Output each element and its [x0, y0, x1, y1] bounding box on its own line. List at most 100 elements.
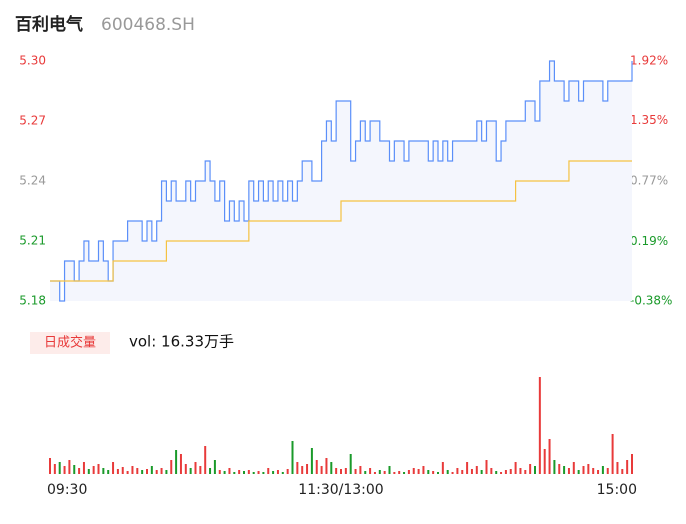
volume-bar — [68, 460, 71, 474]
volume-bar — [58, 462, 61, 474]
volume-bar — [175, 450, 178, 474]
volume-bar — [364, 471, 367, 474]
volume-bar — [165, 470, 168, 474]
volume-bar — [470, 469, 473, 474]
y2-tick-label: 1.35% — [630, 113, 668, 127]
volume-bar — [393, 472, 396, 474]
y-tick-label: 5.30 — [19, 54, 46, 68]
y2-tick-label: 1.92% — [630, 54, 668, 68]
volume-bar — [558, 464, 561, 474]
volume-bar — [102, 468, 105, 474]
volume-bar — [87, 469, 90, 474]
volume-bar — [514, 462, 517, 474]
x-tick-label: 09:30 — [47, 482, 87, 498]
volume-bar — [233, 472, 236, 474]
volume-bar — [49, 458, 51, 474]
volume-bar — [160, 468, 163, 474]
volume-bar — [611, 434, 614, 474]
volume-bar — [340, 469, 342, 474]
volume-bar — [78, 468, 81, 474]
y2-tick-label: -0.38% — [630, 294, 672, 308]
volume-bar — [524, 470, 527, 474]
volume-bar — [131, 466, 134, 474]
volume-bar — [621, 469, 624, 474]
volume-bar — [141, 470, 144, 474]
stock-name: 百利电气 — [15, 14, 83, 35]
volume-bar — [238, 470, 241, 474]
volume-label-bg — [30, 332, 110, 354]
volume-bar — [456, 468, 459, 474]
volume-bar — [262, 472, 265, 474]
volume-bar — [276, 470, 279, 474]
volume-bar — [592, 468, 595, 474]
volume-bar — [213, 460, 216, 474]
volume-bar — [504, 470, 507, 474]
volume-bar — [509, 469, 512, 474]
volume-bar — [383, 471, 386, 474]
volume-bar — [228, 468, 231, 474]
stock-code: 600468.SH — [101, 15, 195, 35]
volume-bar — [218, 470, 221, 474]
volume-bar — [150, 466, 153, 474]
volume-bar — [257, 471, 260, 474]
volume-bar — [359, 466, 362, 474]
volume-bar — [92, 466, 95, 474]
volume-bar — [179, 454, 182, 474]
volume-bar — [500, 472, 503, 474]
volume-bar — [223, 471, 226, 474]
volume-bar — [281, 472, 284, 474]
volume-bar — [204, 446, 207, 474]
volume-bar — [373, 472, 376, 474]
volume-bar — [601, 466, 604, 474]
volume-bar — [82, 462, 85, 474]
volume-bar — [209, 468, 212, 474]
volume-bar — [63, 466, 66, 474]
y-tick-label: 5.27 — [19, 114, 46, 128]
volume-bar — [112, 462, 115, 474]
price-line — [50, 60, 633, 302]
volume-bar — [403, 472, 406, 474]
volume-bar — [567, 468, 570, 474]
volume-bar — [116, 469, 119, 474]
volume-bar — [199, 466, 202, 474]
volume-label: 日成交量 — [44, 335, 96, 351]
volume-bar — [412, 468, 415, 474]
volume-bar — [325, 458, 328, 474]
volume-bar — [286, 469, 289, 474]
volume-bar — [369, 468, 372, 474]
volume-bar — [553, 460, 556, 474]
volume-bar — [417, 469, 420, 474]
x-tick-label: 15:00 — [597, 482, 637, 498]
volume-bar — [441, 462, 444, 474]
volume-bar — [519, 468, 522, 474]
y-tick-label: 5.24 — [19, 174, 46, 188]
volume-bar — [136, 468, 139, 474]
volume-bar — [378, 470, 381, 474]
volume-bar — [53, 464, 56, 474]
volume-bar — [349, 454, 352, 474]
volume-bar — [306, 464, 309, 474]
volume-bar — [631, 454, 633, 474]
volume-bar — [320, 466, 323, 474]
volume-bar — [461, 470, 464, 474]
volume-bar — [451, 472, 454, 474]
volume-total: vol: 16.33万手 — [129, 333, 234, 351]
volume-bar — [548, 439, 551, 474]
volume-bar — [572, 462, 575, 474]
volume-bar — [344, 468, 347, 474]
volume-bar — [534, 466, 536, 474]
volume-bar — [432, 471, 435, 474]
volume-bar — [427, 470, 430, 474]
volume-bar — [475, 466, 478, 474]
volume-bar — [184, 464, 187, 474]
volume-bar — [446, 470, 449, 474]
volume-bar — [126, 471, 129, 474]
volume-bar — [388, 466, 391, 474]
volume-bar — [107, 470, 110, 474]
volume-bar — [247, 470, 250, 474]
volume-bar — [155, 470, 158, 474]
volume-bar — [466, 462, 469, 474]
volume-bar — [267, 468, 270, 474]
volume-bar — [490, 468, 493, 474]
